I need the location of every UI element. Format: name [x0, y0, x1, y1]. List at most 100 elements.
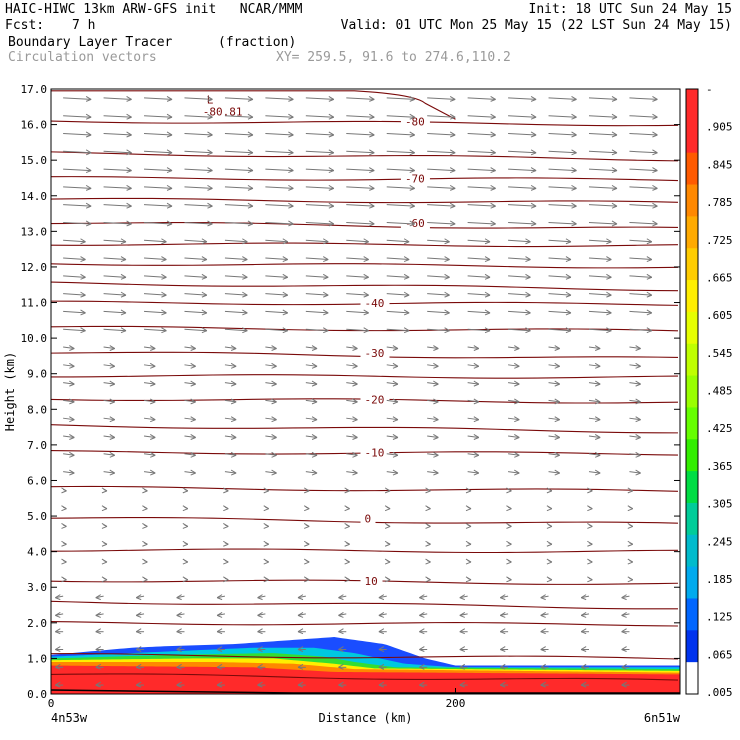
vector-head: [465, 505, 472, 512]
vector-head: [392, 380, 399, 387]
vector-head: [554, 434, 560, 440]
vector-head: [540, 594, 546, 601]
y-tick-label: 11.0: [21, 297, 48, 310]
circulation-vector: [184, 417, 196, 421]
vector-head: [530, 202, 537, 209]
vector-head: [484, 327, 491, 334]
circulation-vector: [508, 364, 520, 367]
circulation-vector: [143, 453, 156, 456]
circulation-vector: [508, 435, 520, 438]
circulation-vector: [184, 471, 196, 474]
colorbar-swatch: [686, 120, 698, 154]
isotherm-0: [50, 673, 678, 681]
x-endpoint-right: 6n51w: [644, 711, 681, 725]
vector-head: [322, 256, 329, 263]
vector-head: [338, 646, 344, 652]
vector-head: [425, 523, 431, 529]
colorbar-label: .665: [706, 271, 733, 284]
circulation-vector: [629, 168, 658, 172]
vector-head: [297, 663, 304, 670]
circulation-vector: [467, 239, 491, 243]
vector-head: [514, 362, 520, 369]
vector-head: [322, 327, 329, 334]
circulation-vector: [184, 382, 196, 385]
vector-head: [149, 434, 156, 440]
circulation-vector: [508, 257, 531, 261]
circulation-vector: [548, 239, 571, 243]
vector-head: [328, 167, 335, 174]
circulation-vector: [508, 221, 537, 225]
circulation-vector: [265, 257, 288, 261]
colorbar-frame: [685, 88, 699, 695]
vector-head: [606, 309, 612, 316]
circulation-vector: [305, 221, 334, 225]
vector-head: [514, 469, 520, 476]
vector-head: [384, 487, 391, 494]
circulation-vector: [629, 382, 641, 385]
vector-head: [352, 398, 358, 405]
vector-head: [303, 505, 310, 512]
circulation-vector: [265, 364, 277, 367]
circulation-vector: [588, 293, 612, 296]
vector-head: [101, 523, 108, 529]
colorbar-swatch: [686, 534, 698, 568]
circulation-vector: [427, 97, 456, 100]
circulation-vector: [427, 435, 439, 438]
vector-head: [257, 646, 263, 652]
vector-head: [587, 487, 593, 494]
vector-head: [403, 238, 410, 245]
circulation-vector: [63, 275, 86, 278]
vector-head: [473, 380, 480, 387]
vector-head: [69, 398, 75, 405]
vector-head: [635, 345, 641, 351]
colorbar-swatch: [686, 598, 698, 631]
vector-head: [142, 523, 148, 529]
circulation-vector: [63, 97, 92, 100]
vector-head: [571, 167, 577, 174]
circulation-vector: [508, 132, 537, 136]
contour-label-bg: [400, 172, 430, 186]
vector-head: [161, 238, 167, 245]
vector-head: [282, 238, 289, 245]
contour-label-bg: [360, 297, 390, 311]
vector-head: [182, 540, 189, 547]
circulation-vector: [144, 275, 167, 278]
circulation-vector: [629, 204, 658, 207]
circulation-vector: [467, 221, 496, 225]
vector-head: [322, 273, 329, 280]
vector-head: [587, 558, 593, 565]
circulation-vector: [467, 168, 496, 172]
vector-head: [338, 681, 344, 688]
circulation-vector: [63, 346, 75, 350]
vector-head: [635, 362, 641, 369]
vector-head: [540, 646, 546, 652]
circulation-vector: [265, 239, 288, 243]
vector-head: [546, 540, 553, 547]
vector-head: [580, 594, 587, 601]
circulation-vector: [548, 435, 560, 438]
circulation-vector: [305, 150, 334, 154]
vector-head: [565, 309, 572, 316]
vector-head: [190, 451, 196, 458]
y-tick-label: 15.0: [21, 154, 48, 167]
x-axis-label: Distance (km): [319, 711, 413, 725]
vector-head: [465, 487, 472, 494]
vector-head: [392, 416, 399, 423]
circulation-vector: [386, 186, 415, 189]
vector-head: [352, 451, 358, 458]
vector-head: [166, 184, 173, 191]
circulation-vector: [63, 132, 92, 136]
vector-head: [230, 380, 237, 387]
vector-head: [120, 256, 127, 263]
vector-head: [594, 380, 601, 387]
colorbar-swatch: [686, 89, 698, 122]
vector-head: [554, 416, 560, 423]
vector-head: [297, 611, 304, 618]
circulation-vector: [305, 382, 318, 385]
vector-head: [149, 380, 156, 387]
vector-head: [635, 451, 641, 458]
circulation-vector: [346, 328, 369, 332]
vector-head: [263, 576, 270, 583]
vector-head: [85, 167, 92, 174]
vector-head: [216, 628, 223, 635]
